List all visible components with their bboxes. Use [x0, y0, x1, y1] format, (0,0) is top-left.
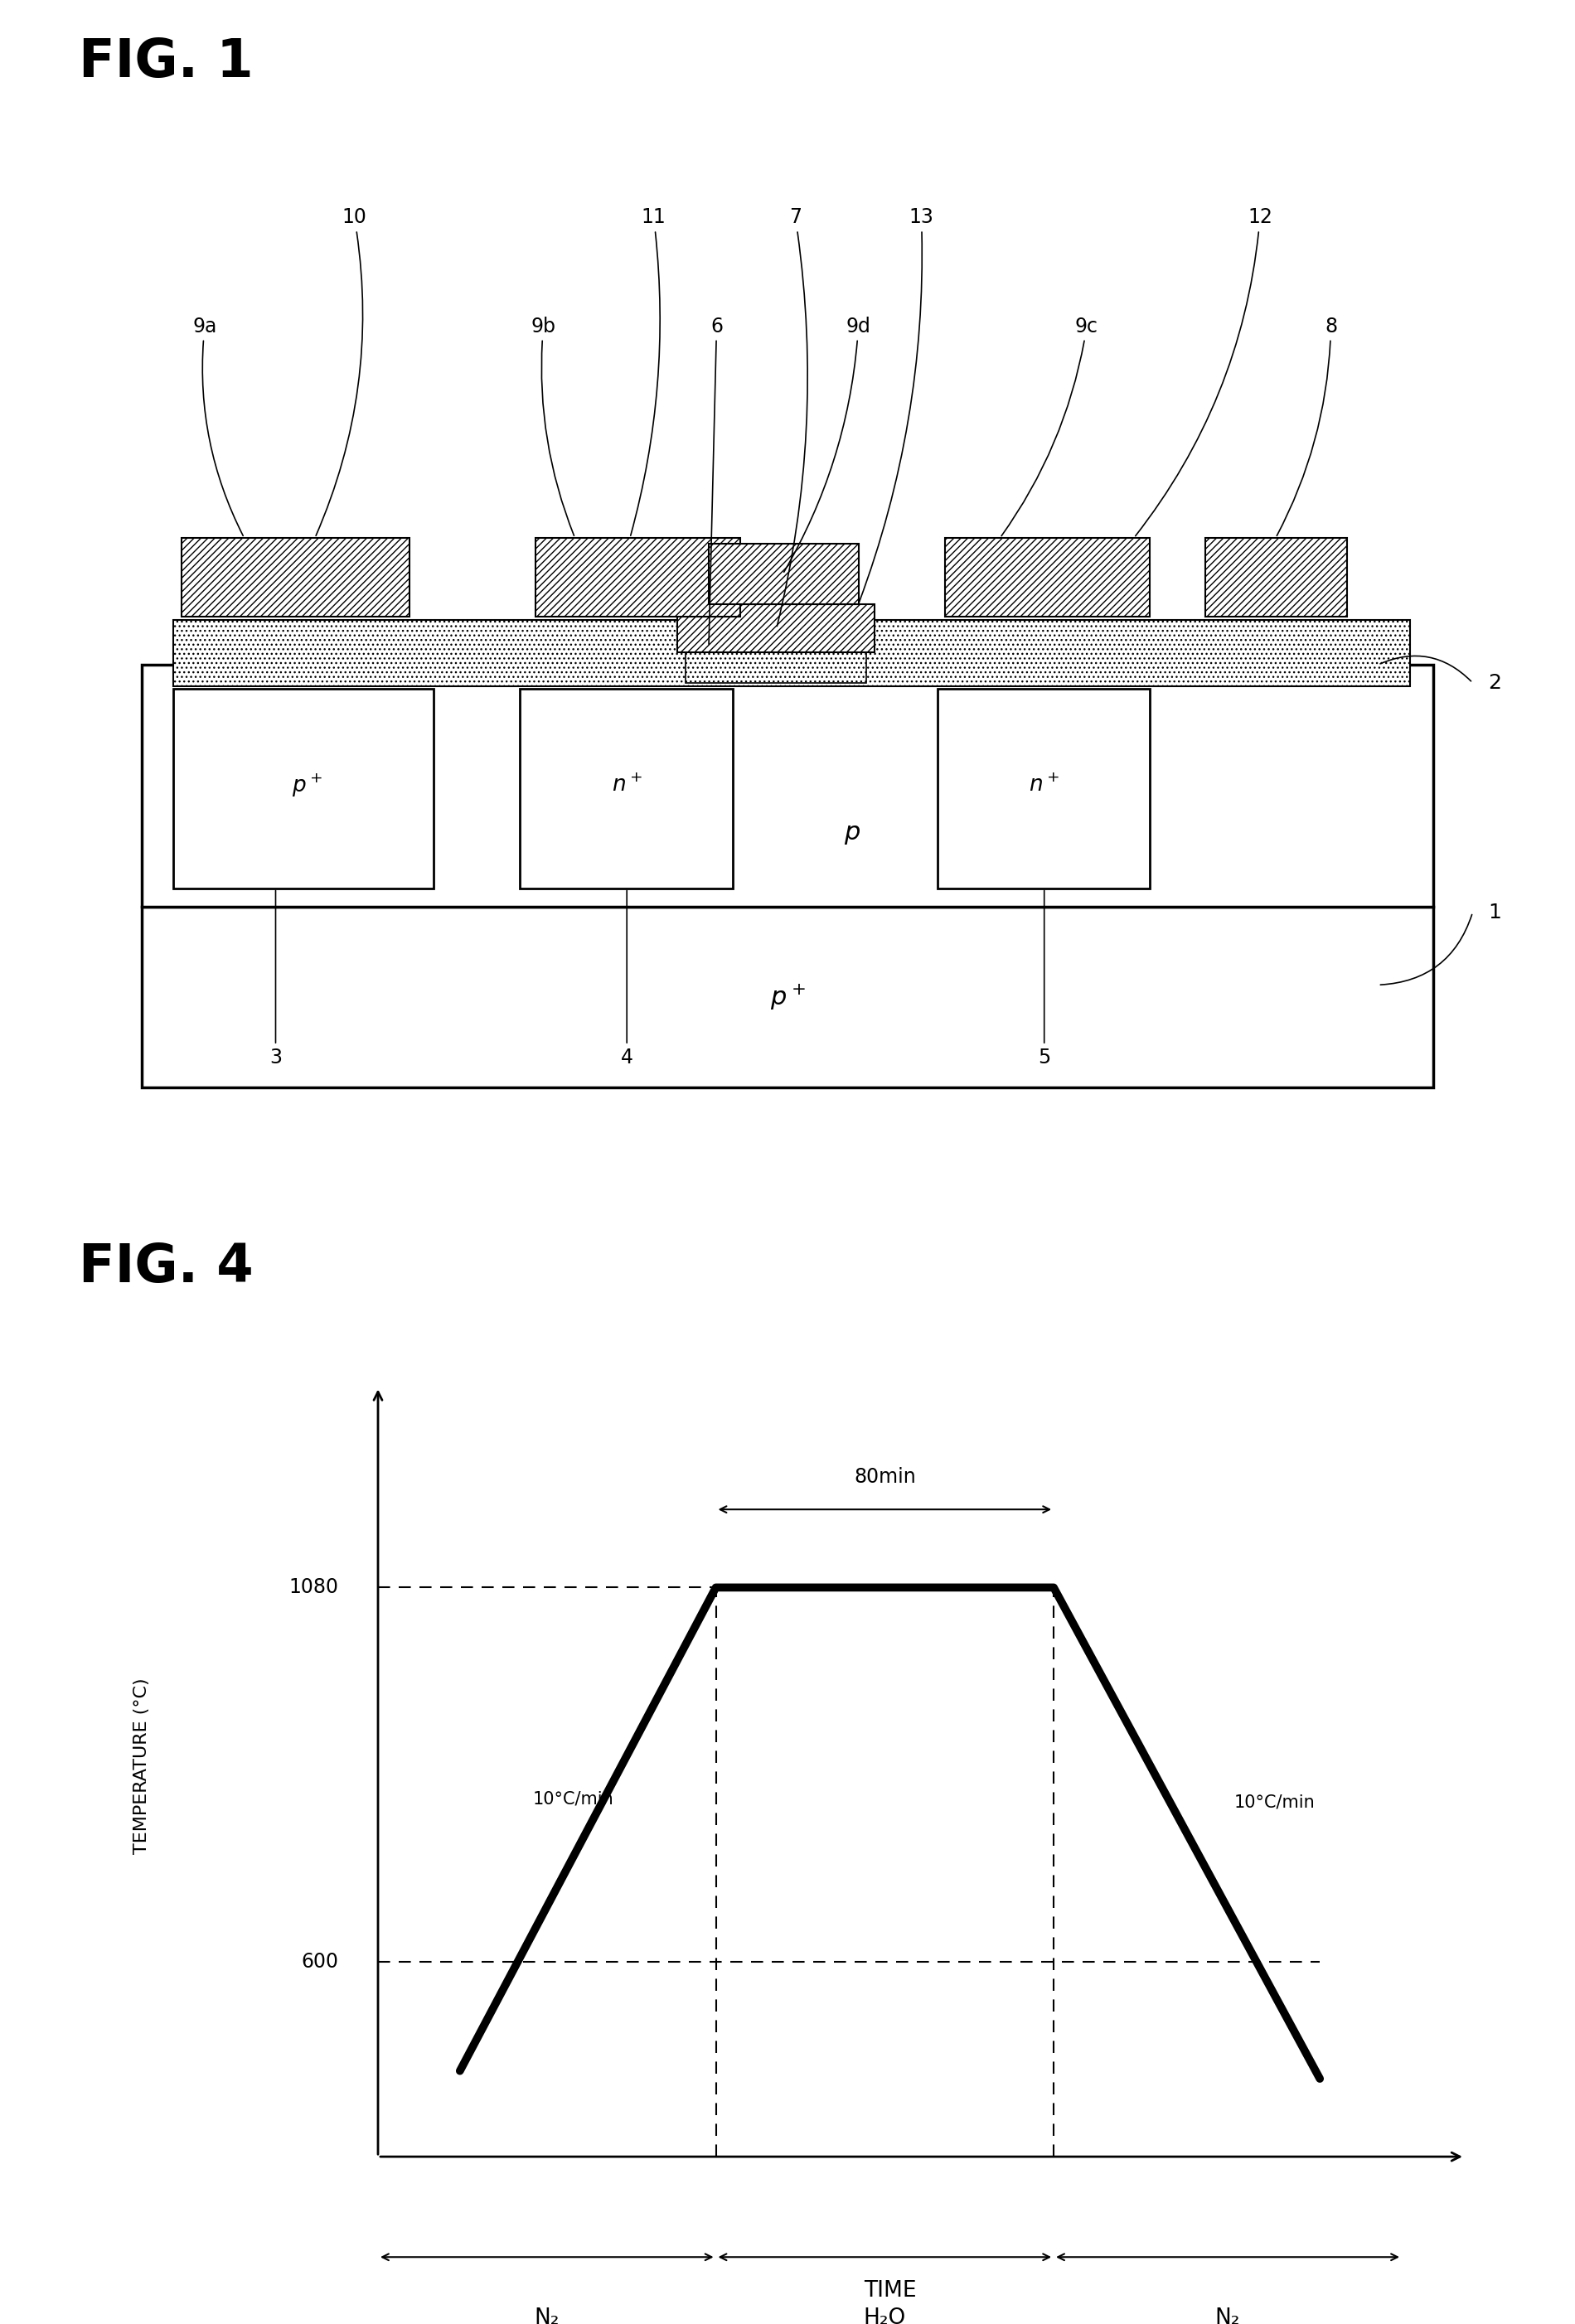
- Text: TIME: TIME: [863, 2280, 917, 2301]
- Text: 6: 6: [709, 316, 723, 644]
- Bar: [677, 604, 874, 653]
- Text: $p$: $p$: [844, 823, 860, 846]
- Bar: [685, 653, 866, 683]
- Bar: [709, 544, 858, 604]
- Bar: [937, 688, 1150, 888]
- Text: 1080: 1080: [288, 1578, 339, 1597]
- Text: 9b: 9b: [531, 316, 573, 535]
- Text: N₂: N₂: [534, 2308, 559, 2324]
- Text: 10°C/min: 10°C/min: [1233, 1794, 1315, 1810]
- Text: 8: 8: [1277, 316, 1337, 537]
- Text: TEMPERATURE (°C): TEMPERATURE (°C): [134, 1678, 150, 1855]
- Bar: [142, 665, 1433, 906]
- Text: N₂: N₂: [1216, 2308, 1240, 2324]
- Text: 600: 600: [301, 1952, 339, 1971]
- Bar: [173, 621, 1410, 686]
- Text: $n^+$: $n^+$: [1028, 774, 1060, 797]
- Text: $p^+$: $p^+$: [291, 772, 323, 799]
- Text: 10°C/min: 10°C/min: [532, 1789, 614, 1806]
- Text: 1: 1: [1488, 902, 1501, 923]
- Text: 3: 3: [269, 890, 282, 1067]
- Text: $n^+$: $n^+$: [611, 774, 643, 797]
- Text: 4: 4: [621, 890, 633, 1067]
- Text: 5: 5: [1038, 890, 1051, 1067]
- Bar: [181, 537, 410, 616]
- Bar: [536, 537, 740, 616]
- Bar: [142, 906, 1433, 1088]
- Text: 11: 11: [630, 207, 666, 535]
- Text: 9c: 9c: [1002, 316, 1098, 537]
- Bar: [520, 688, 732, 888]
- Text: H₂O: H₂O: [863, 2308, 906, 2324]
- Text: 80min: 80min: [854, 1466, 915, 1487]
- Text: 10: 10: [317, 207, 367, 535]
- Text: 9a: 9a: [192, 316, 243, 537]
- Text: 12: 12: [1136, 207, 1273, 537]
- Text: FIG. 4: FIG. 4: [79, 1241, 254, 1294]
- Text: 9d: 9d: [784, 316, 871, 572]
- Text: 7: 7: [776, 207, 808, 625]
- Text: FIG. 1: FIG. 1: [79, 37, 254, 88]
- Text: 2: 2: [1488, 674, 1501, 693]
- Text: 13: 13: [860, 207, 934, 602]
- Bar: [1205, 537, 1347, 616]
- Bar: [173, 688, 433, 888]
- Bar: [945, 537, 1150, 616]
- Text: $p^+$: $p^+$: [770, 983, 805, 1011]
